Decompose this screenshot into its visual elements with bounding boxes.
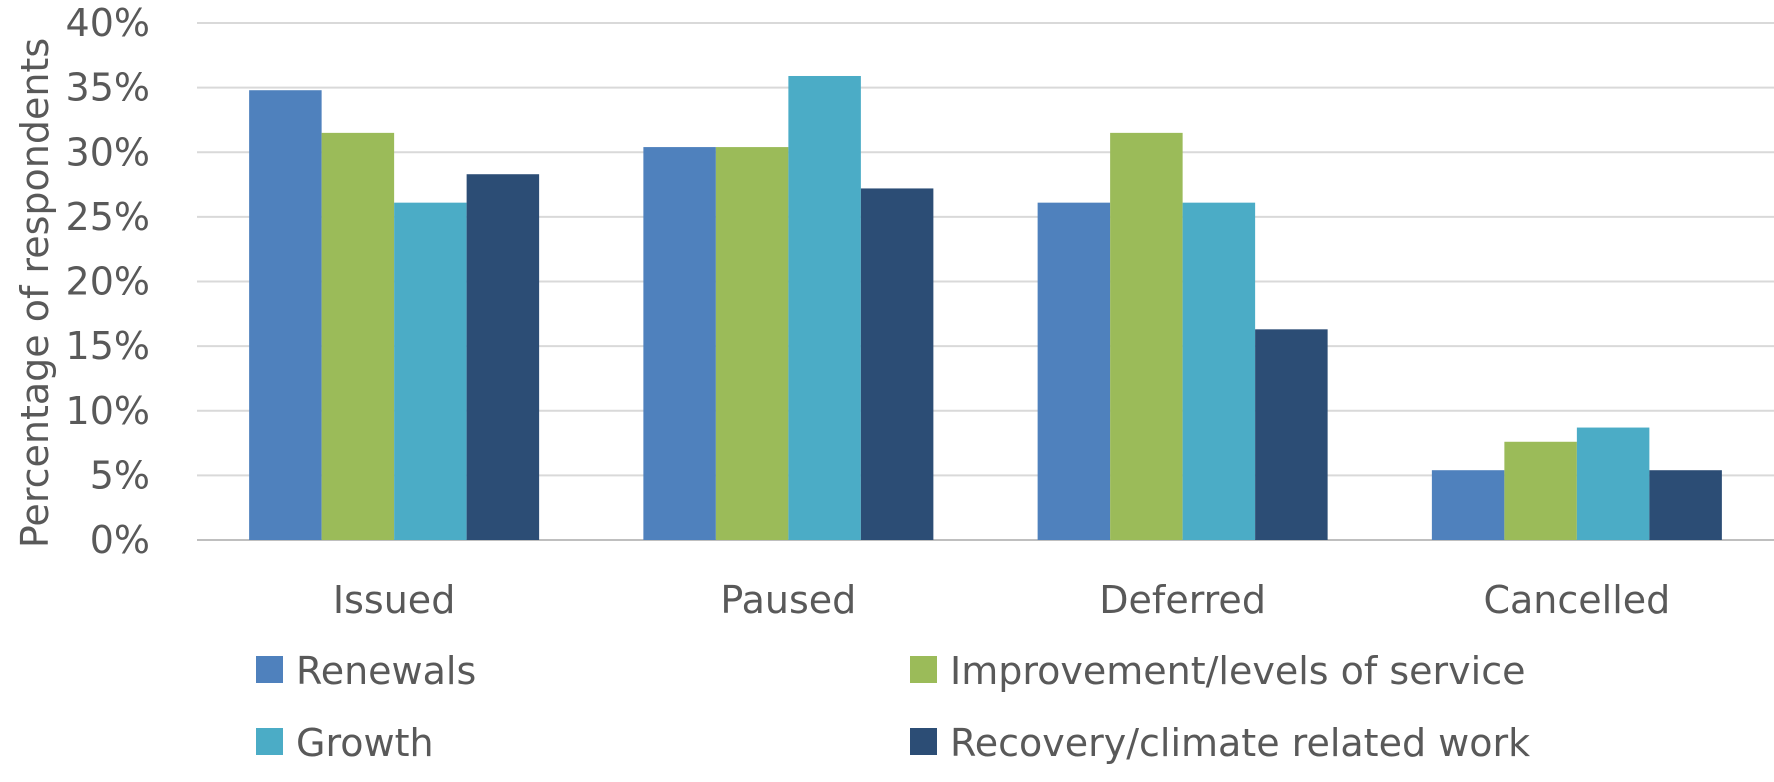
legend-label: Renewals: [296, 649, 476, 693]
y-tick-label: 35%: [66, 66, 150, 110]
y-tick-label: 40%: [66, 1, 150, 45]
y-tick-label: 10%: [66, 389, 150, 433]
y-tick-label: 0%: [90, 518, 150, 562]
bar: [1577, 428, 1650, 540]
y-axis-title: Percentage of respondents: [13, 38, 57, 548]
bar: [643, 147, 716, 540]
bar: [1255, 329, 1328, 540]
bar: [322, 133, 395, 540]
y-tick-label: 30%: [66, 130, 150, 174]
y-tick-label: 25%: [66, 195, 150, 239]
bar: [1649, 470, 1722, 540]
legend-swatch: [256, 728, 283, 755]
bar: [1432, 470, 1505, 540]
y-tick-label: 20%: [66, 260, 150, 304]
x-category-label: Paused: [720, 578, 856, 622]
legend-swatch: [256, 656, 283, 683]
legend-swatch: [910, 656, 937, 683]
bar: [467, 174, 540, 540]
bar: [788, 76, 861, 540]
bar: [1504, 442, 1577, 540]
x-category-label: Deferred: [1099, 578, 1266, 622]
y-axis-ticks: 0% 5% 10% 15% 20% 25% 30% 35% 40%: [66, 1, 150, 562]
legend: Renewals Improvement/levels of service Gro…: [256, 649, 1530, 765]
bars: [249, 76, 1722, 540]
y-tick-label: 5%: [90, 453, 150, 497]
bar: [716, 147, 789, 540]
bar: [861, 188, 934, 540]
bar: [249, 90, 322, 540]
legend-label: Recovery/climate related work: [950, 721, 1530, 765]
bar: [394, 203, 467, 540]
x-category-label: Issued: [333, 578, 455, 622]
x-category-label: Cancelled: [1483, 578, 1670, 622]
bar: [1110, 133, 1183, 540]
x-axis-categories: Issued Paused Deferred Cancelled: [333, 578, 1670, 622]
legend-label: Growth: [296, 721, 434, 765]
bar: [1183, 203, 1256, 540]
bar: [1038, 203, 1111, 540]
legend-swatch: [910, 728, 937, 755]
y-tick-label: 15%: [66, 324, 150, 368]
legend-label: Improvement/levels of service: [950, 649, 1526, 693]
